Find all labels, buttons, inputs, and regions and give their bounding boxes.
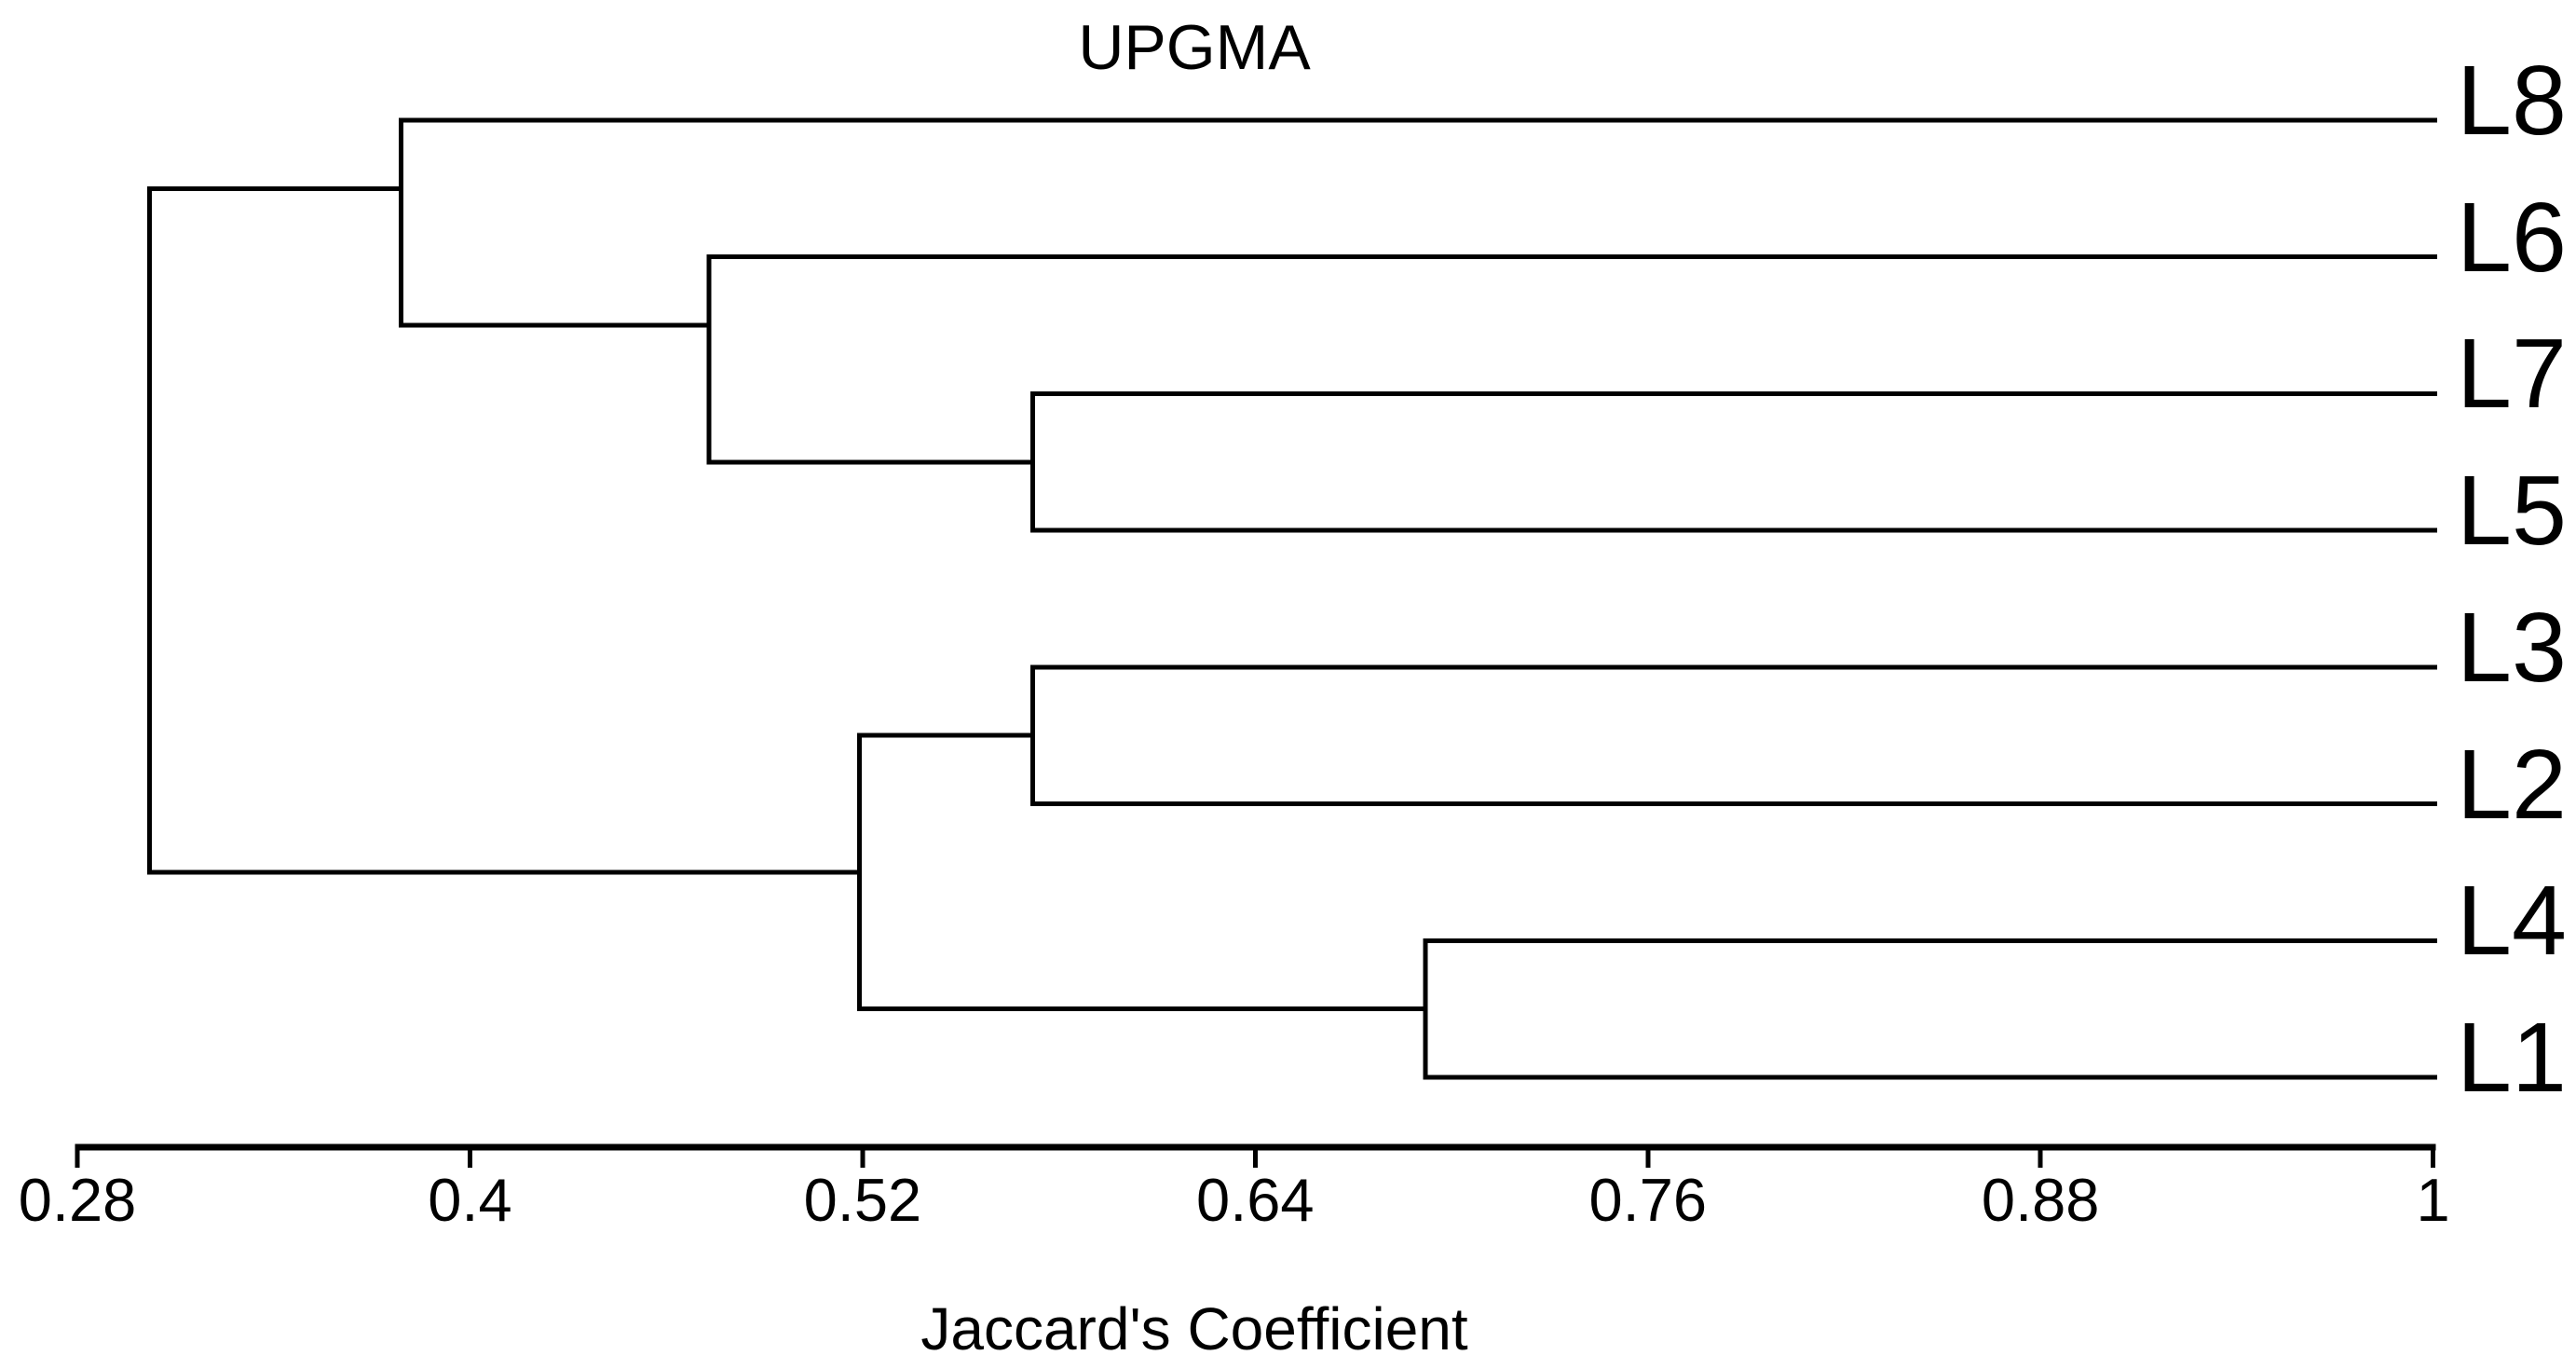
x-axis-tick-label: 0.88 — [1981, 1166, 2100, 1234]
dendrogram-connector-branch — [146, 185, 404, 191]
leaf-label-L3: L3 — [2457, 592, 2567, 703]
leaf-label-L5: L5 — [2457, 456, 2567, 567]
leaf-label-L2: L2 — [2457, 729, 2567, 840]
dendrogram-leaf-branch — [1030, 390, 2437, 396]
leaf-label-L6: L6 — [2457, 182, 2567, 293]
x-axis-tick-label: 1 — [2416, 1166, 2450, 1234]
dendrogram-connector-branch — [856, 1006, 1428, 1012]
x-axis-title: Jaccard's Coefficient — [920, 1295, 1468, 1362]
x-axis-tick — [2038, 1147, 2043, 1168]
x-axis-tick — [75, 1147, 80, 1168]
x-axis-tick-label: 0.4 — [428, 1166, 512, 1234]
x-axis-tick-label: 0.64 — [1196, 1166, 1315, 1234]
leaf-label-L8: L8 — [2457, 46, 2567, 156]
dendrogram-merge-node — [399, 117, 404, 328]
leaf-label-L4: L4 — [2457, 866, 2567, 977]
dendrogram-connector-branch — [856, 732, 1036, 738]
dendrogram-merge-node — [146, 185, 152, 875]
dendrogram-leaf-branch — [1423, 1075, 2437, 1080]
dendrogram-connector-branch — [399, 322, 712, 328]
chart-title: UPGMA — [1078, 12, 1311, 83]
x-axis-tick-label: 0.28 — [18, 1166, 137, 1234]
x-axis-tick — [2431, 1147, 2436, 1168]
dendrogram-leaf-branch — [399, 117, 2437, 123]
dendrogram-leaf-branch — [1030, 801, 2437, 807]
x-axis-tick — [1252, 1147, 1258, 1168]
x-axis-tick-label: 0.76 — [1588, 1166, 1708, 1234]
dendrogram-leaf-branch — [706, 254, 2438, 260]
leaf-label-L7: L7 — [2457, 319, 2567, 430]
x-axis-tick — [860, 1147, 865, 1168]
leaf-label-L1: L1 — [2457, 1002, 2567, 1113]
dendrogram-connector-branch — [146, 869, 862, 875]
dendrogram-leaf-branch — [1030, 664, 2437, 670]
x-axis-tick — [467, 1147, 472, 1168]
dendrogram-connector-branch — [706, 459, 1036, 465]
dendrogram-leaf-branch — [1423, 938, 2437, 943]
x-axis-tick — [1645, 1147, 1651, 1168]
x-axis-tick-label: 0.52 — [803, 1166, 922, 1234]
dendrogram-leaf-branch — [1030, 527, 2437, 533]
dendrogram-merge-node — [706, 254, 712, 465]
